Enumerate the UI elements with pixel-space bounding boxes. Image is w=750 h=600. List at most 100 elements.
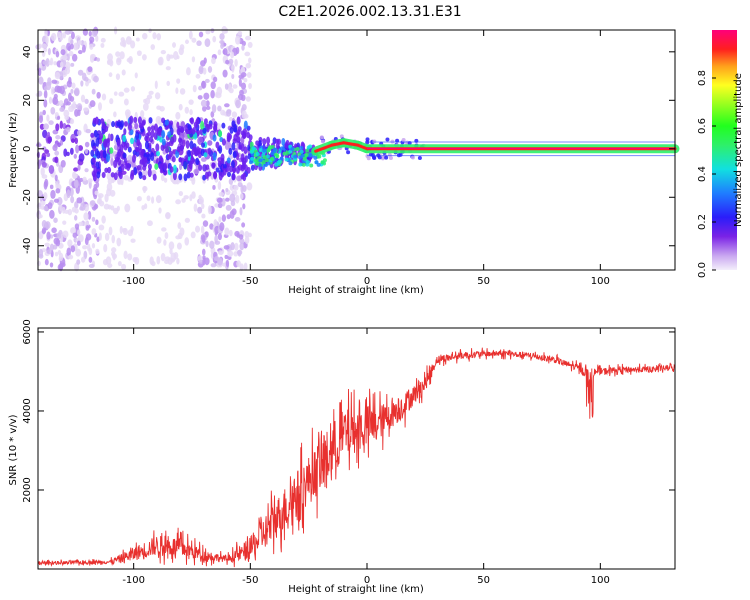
spectrogram-cell [176, 242, 182, 250]
spectrogram-cell [74, 179, 79, 189]
spectrogram-cell [371, 155, 376, 160]
spectrogram-cell [147, 168, 152, 178]
spectrogram-cell [236, 136, 241, 144]
spectrogram-cell [205, 100, 210, 107]
spectrogram-cell [80, 202, 86, 211]
spectrogram-cell [229, 193, 236, 203]
spectrogram-cell [234, 242, 239, 251]
spectrogram-cell [84, 141, 90, 148]
spectrogram-cell [50, 32, 57, 42]
spectrogram-cell [225, 197, 230, 202]
spectrogram-cell [213, 218, 218, 228]
spectrogram-cell [190, 155, 195, 165]
spectrogram-cell [136, 164, 141, 171]
spectrogram-cell [178, 173, 183, 181]
spectrogram-cell [186, 67, 191, 76]
spectrogram-cell [147, 126, 152, 132]
snr-y-label: SNR (10 * v/v) [8, 414, 19, 485]
spectrogram-cell [123, 250, 128, 260]
spectrogram-cell [96, 91, 101, 99]
spectrogram-cell [150, 125, 155, 131]
spectrogram-cell [231, 111, 238, 118]
spectrogram-cell [173, 50, 179, 60]
spectrogram-cell [109, 147, 114, 154]
spectrogram-cell [38, 67, 42, 77]
spectrogram-cell [77, 129, 82, 136]
spectrogram-cell [236, 116, 241, 125]
x-tick-label: 100 [591, 575, 610, 586]
spectrogram-cell [179, 44, 185, 51]
spectrogram-cell [225, 59, 230, 65]
spectrogram-cell [38, 248, 44, 258]
spectrogram-cell [250, 156, 255, 161]
spectrogram-cell [160, 252, 166, 262]
spectrogram-cell [57, 142, 61, 148]
spectrogram-cell [198, 85, 203, 91]
spectrogram-cell [207, 147, 212, 155]
spectrogram-cell [224, 27, 229, 34]
spectrogram-cell [202, 257, 206, 266]
spectrogram-cell [215, 167, 220, 173]
spectrogram-cell [183, 195, 189, 200]
spectrogram-cell [135, 37, 140, 42]
spectrogram-cell [212, 76, 218, 83]
spectrogram-cell [125, 36, 132, 45]
spectrogram-cell [377, 155, 382, 160]
spectrogram-cell [59, 204, 63, 212]
spectrogram-cell [205, 29, 211, 35]
spectrogram-cell [76, 197, 83, 204]
spectrogram-cell [372, 139, 377, 144]
spectrogram-cell [246, 182, 253, 191]
snr-series [37, 347, 676, 568]
spectrogram-cell [164, 232, 169, 239]
spectrogram-cell [198, 65, 204, 75]
spectrogram-cell [180, 127, 185, 133]
spectrogram-cell [44, 28, 48, 37]
spectrogram-cell [136, 139, 141, 147]
spectrogram-cell [42, 109, 46, 116]
spectrogram-cell [232, 151, 237, 159]
spectrogram-cell [201, 234, 206, 244]
spectrogram-cell [117, 171, 122, 177]
spectrogram-cell [222, 163, 227, 169]
spectrogram-cell [84, 148, 89, 154]
spectrogram-cell [99, 150, 104, 157]
spectrogram-cell [91, 228, 97, 235]
spectrogram-cell [203, 92, 210, 100]
spectrogram-cell [227, 250, 234, 257]
spectrogram-cell [158, 163, 163, 170]
spectrogram-cell [41, 229, 47, 234]
snr-x-label: Height of straight line (km) [288, 584, 424, 595]
spectrogram-cell [234, 217, 241, 222]
spectrogram-cell [150, 129, 155, 138]
spectrogram-cell [138, 171, 143, 180]
spectrogram-cell [108, 72, 113, 78]
spectrogram-cell [96, 57, 101, 62]
spectrogram-cell [235, 166, 240, 174]
spectrogram-cell [148, 117, 153, 124]
spectrogram-cell [251, 146, 256, 151]
spectrogram-cell [106, 182, 113, 192]
spectrogram-cell [83, 107, 89, 112]
spectrogram-cell [70, 147, 74, 155]
spectrogram-cell [123, 87, 130, 93]
spectrogram-cell [218, 171, 223, 181]
spectrogram-cell [176, 78, 181, 84]
spectrogram-cell [209, 240, 215, 249]
spectrogram-cell [410, 155, 415, 160]
spectrogram-cell [147, 163, 152, 171]
spectrogram-cell [246, 71, 252, 79]
spectrogram-cell [66, 42, 71, 51]
spectrogram-cell [85, 224, 90, 231]
spectrogram-cell [130, 169, 135, 177]
spectrogram-cell [201, 80, 207, 89]
spectrogram-cell [110, 157, 114, 166]
spectrogram-cell [175, 235, 181, 240]
spectrogram-cell [268, 145, 273, 150]
spectrogram-cell [44, 149, 50, 155]
spectrogram-cell [186, 149, 191, 157]
spectrogram-cell [295, 147, 300, 152]
spectrogram-cell [165, 66, 171, 71]
spectrogram-cell [37, 214, 43, 219]
spectrogram-cell [319, 135, 324, 140]
